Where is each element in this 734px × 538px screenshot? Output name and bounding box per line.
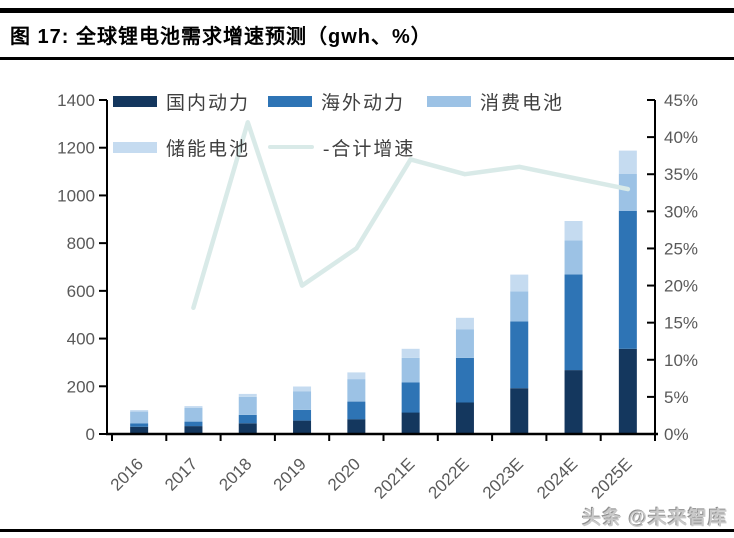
svg-text:1000: 1000 bbox=[57, 186, 95, 205]
svg-text:1400: 1400 bbox=[57, 91, 95, 110]
svg-text:2019: 2019 bbox=[270, 454, 310, 494]
svg-text:5%: 5% bbox=[664, 388, 689, 407]
bar-swatch-icon bbox=[427, 95, 471, 107]
figure-title: 图 17: 全球锂电池需求增速预测（gwh、%） bbox=[10, 26, 432, 48]
svg-text:10%: 10% bbox=[664, 351, 698, 370]
svg-text:40%: 40% bbox=[664, 128, 698, 147]
line-swatch-icon bbox=[268, 145, 314, 149]
title-divider bbox=[0, 57, 734, 60]
legend-label: 消费电池 bbox=[480, 92, 565, 114]
svg-text:2018: 2018 bbox=[215, 454, 255, 494]
legend-label: 储能电池 bbox=[166, 138, 251, 160]
svg-text:200: 200 bbox=[67, 377, 95, 396]
svg-text:1200: 1200 bbox=[57, 139, 95, 158]
legend-item-total-growth: -合计增速 bbox=[268, 136, 416, 160]
watermark: 头条 @未来智库 bbox=[582, 508, 728, 529]
svg-text:2017: 2017 bbox=[161, 454, 201, 494]
svg-text:400: 400 bbox=[67, 330, 95, 349]
svg-text:15%: 15% bbox=[664, 314, 698, 333]
svg-text:2016: 2016 bbox=[107, 454, 147, 494]
svg-text:2020: 2020 bbox=[324, 454, 364, 494]
svg-text:45%: 45% bbox=[664, 91, 698, 110]
svg-text:600: 600 bbox=[67, 282, 95, 301]
svg-text:2024E: 2024E bbox=[533, 454, 581, 502]
svg-text:0: 0 bbox=[86, 425, 95, 444]
svg-text:800: 800 bbox=[67, 234, 95, 253]
bar-swatch-icon bbox=[113, 141, 157, 153]
svg-text:2021E: 2021E bbox=[370, 454, 418, 502]
legend-item-storage-battery: 储能电池 bbox=[113, 136, 251, 160]
legend-label: 国内动力 bbox=[166, 92, 251, 114]
svg-text:2022E: 2022E bbox=[425, 454, 473, 502]
svg-text:2023E: 2023E bbox=[479, 454, 527, 502]
svg-text:20%: 20% bbox=[664, 277, 698, 296]
svg-text:2025E: 2025E bbox=[587, 454, 635, 502]
svg-text:35%: 35% bbox=[664, 165, 698, 184]
legend-label: -合计增速 bbox=[323, 138, 416, 160]
legend-label: 海外动力 bbox=[321, 92, 406, 114]
legend-item-domestic-power: 国内动力 bbox=[113, 90, 251, 114]
bottom-divider bbox=[0, 529, 734, 532]
legend-item-overseas-power: 海外动力 bbox=[268, 90, 406, 114]
svg-text:30%: 30% bbox=[664, 202, 698, 221]
top-divider bbox=[0, 8, 734, 13]
svg-text:0%: 0% bbox=[664, 425, 689, 444]
bar-swatch-icon bbox=[268, 95, 312, 107]
legend-item-consumer-battery: 消费电池 bbox=[427, 90, 565, 114]
svg-text:25%: 25% bbox=[664, 239, 698, 258]
bar-swatch-icon bbox=[113, 95, 157, 107]
